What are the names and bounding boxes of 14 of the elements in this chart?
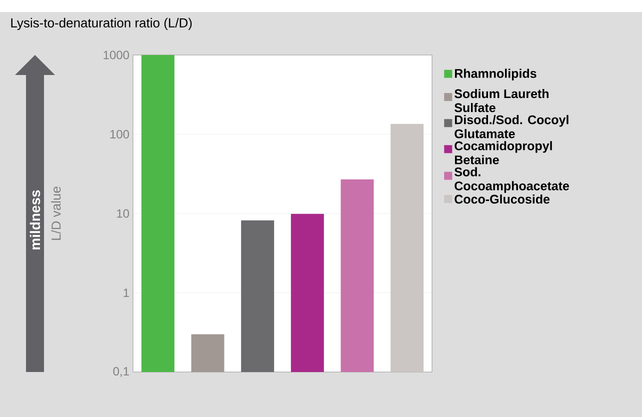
legend-label: Sod. Cocoamphoacetate (454, 167, 570, 193)
y-tick-label: 100 (110, 130, 130, 139)
y-tick-label: 10 (117, 209, 130, 218)
y-axis-title: L/D value (51, 186, 61, 240)
y-tick-label: 0,1 (113, 367, 129, 377)
text: mildness (30, 190, 40, 250)
legend-label: Sodium Laureth Sulfate (454, 88, 549, 112)
legend-label: Coco-Glucoside (454, 194, 550, 204)
legend-label: Disod./Sod. Cocoyl Glutamate (454, 115, 568, 138)
legend-label: Rhamnolipids (454, 68, 536, 80)
legend-label: Cocamidopropyl Betaine (454, 141, 552, 164)
y-tick-label: 1000 (104, 50, 130, 60)
y-tick-label: 1 (124, 288, 129, 297)
chart-title: Lysis-to-denaturation ratio (L/D) (11, 18, 192, 30)
